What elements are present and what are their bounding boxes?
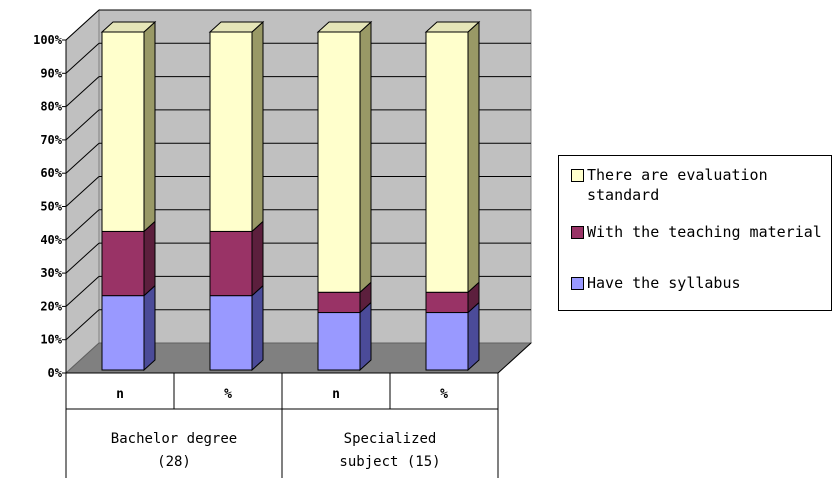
bar-segment — [209, 284, 264, 372]
bar-segment — [100, 20, 157, 233]
legend-swatch-syllabus — [571, 277, 584, 290]
bar-side — [143, 20, 156, 233]
legend-swatch-teaching — [571, 226, 584, 239]
bar-side — [359, 20, 372, 294]
gridline-side — [65, 309, 100, 341]
bar-side — [251, 220, 264, 297]
y-tick-label: 20% — [40, 299, 62, 313]
bar-side — [467, 20, 480, 294]
legend-item-evaluation: There are evaluation standard — [571, 165, 833, 205]
bar-side — [251, 284, 264, 372]
bar-segment — [101, 220, 156, 297]
x-category-label: % — [440, 387, 448, 402]
gridline-side — [65, 42, 100, 74]
bar-front — [101, 31, 145, 232]
gridline-side — [65, 176, 100, 207]
y-tick-label: 60% — [40, 166, 62, 180]
gridline-side — [65, 276, 100, 307]
y-tick-label: 40% — [40, 233, 62, 247]
legend-label-syllabus: Have the syllabus — [587, 274, 741, 292]
bar-top — [100, 21, 157, 33]
bar-side — [143, 220, 156, 297]
x-group-label: (28) — [157, 454, 191, 470]
y-tick-label: 100% — [33, 33, 63, 47]
bar-segment — [317, 301, 372, 372]
bar-front — [317, 312, 361, 371]
gridline-side — [65, 142, 100, 174]
gridline-side — [65, 109, 100, 141]
bars — [100, 20, 481, 372]
gridline-side — [65, 9, 100, 41]
x-category-label: n — [332, 387, 340, 402]
x-category-label: % — [224, 387, 232, 402]
y-tick-label: 90% — [40, 66, 62, 80]
bar-top — [424, 21, 481, 33]
y-tick-label: 70% — [40, 133, 62, 147]
bar-side — [467, 301, 480, 372]
gridline-side — [65, 76, 100, 107]
bar-top — [208, 21, 265, 33]
bar-front — [101, 295, 145, 371]
y-tick-labels: 0% 10% 20% 30% 40% 50% 60% 70% 80% 90% 100% — [33, 33, 66, 380]
x-category-label: n — [116, 387, 124, 402]
bar-front — [209, 31, 253, 232]
bar-front — [425, 31, 469, 293]
bar-front — [209, 230, 253, 297]
bar-side — [143, 284, 156, 372]
bar-segment — [424, 20, 481, 294]
bar-segment — [425, 301, 480, 372]
legend-item-syllabus: Have the syllabus — [571, 273, 833, 293]
y-tick-label: 50% — [40, 200, 62, 214]
bar-side — [359, 301, 372, 372]
legend-swatch-evaluation — [571, 169, 584, 182]
bar-front — [101, 230, 145, 297]
bar-front — [317, 291, 361, 314]
bar-segment — [316, 20, 373, 294]
y-tick-label: 10% — [40, 333, 62, 347]
x-group-label: Specialized — [344, 431, 437, 447]
y-tick-label: 30% — [40, 266, 62, 280]
gridline-side — [65, 242, 100, 274]
x-group-label: subject (15) — [339, 454, 440, 470]
bar-top — [316, 21, 373, 33]
legend-item-teaching: With the teaching material — [571, 222, 833, 242]
legend-label-teaching: With the teaching material — [587, 223, 822, 241]
bar-front — [425, 312, 469, 371]
legend: There are evaluation standard With the t… — [558, 155, 832, 311]
x-axis-table: n% n % Bachelor degree (28) Specialized subjec… — [65, 342, 532, 478]
bar-front — [425, 291, 469, 314]
gridline-side — [65, 209, 100, 241]
bar-segment — [208, 20, 265, 233]
floor-edge — [497, 342, 532, 374]
y-tick-label: 80% — [40, 100, 62, 114]
x-group-label: Bachelor degree — [111, 431, 237, 447]
bar-segment — [209, 220, 264, 297]
bar-segment — [101, 284, 156, 372]
legend-label-evaluation: There are evaluation standard — [587, 166, 768, 204]
y-tick-label: 0% — [48, 366, 63, 380]
bar-front — [317, 31, 361, 293]
bar-side — [251, 20, 264, 233]
bar-front — [209, 295, 253, 371]
